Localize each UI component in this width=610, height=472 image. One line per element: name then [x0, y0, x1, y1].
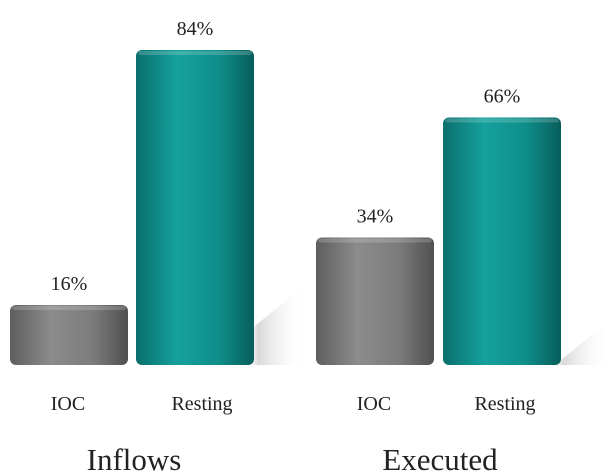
- bar-executed-resting: [443, 117, 561, 365]
- bar-executed-ioc: [316, 237, 434, 365]
- group-title-executed: Executed: [382, 442, 498, 472]
- category-label-executed-ioc: IOC: [357, 393, 391, 415]
- floor-shadow-executed: [555, 320, 610, 365]
- value-label-executed-resting: 66%: [484, 86, 521, 108]
- category-label-inflows-resting: Resting: [171, 393, 232, 415]
- category-label-executed-resting: Resting: [474, 393, 535, 415]
- bar-inflows-ioc: [10, 305, 128, 365]
- bar-top-highlight-executed-resting: [445, 118, 559, 123]
- value-label-executed-ioc: 34%: [357, 206, 394, 228]
- value-label-inflows-ioc: 16%: [51, 273, 88, 295]
- bars-layer: [10, 50, 561, 365]
- bar-top-highlight-executed-ioc: [318, 238, 432, 243]
- floor-shadow-inflows: [250, 285, 305, 365]
- category-label-inflows-ioc: IOC: [51, 393, 85, 415]
- group-title-inflows: Inflows: [87, 442, 182, 472]
- value-label-inflows-resting: 84%: [177, 18, 214, 40]
- bar-top-highlight-inflows-resting: [138, 51, 252, 55]
- bar-inflows-resting: [136, 50, 254, 365]
- labels-layer: 16% 84% 34% 66%: [51, 18, 521, 295]
- bar-top-highlight-inflows-ioc: [12, 306, 126, 310]
